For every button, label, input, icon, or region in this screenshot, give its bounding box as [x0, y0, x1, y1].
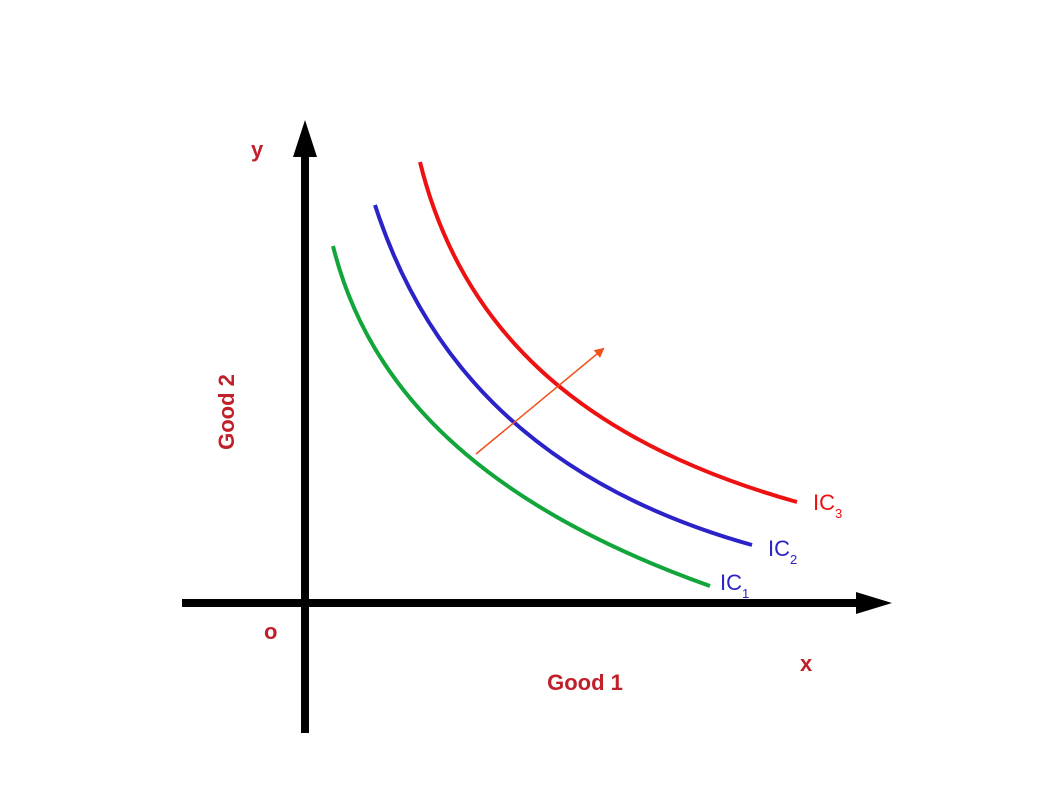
ic1-label: IC1: [720, 570, 749, 601]
ic1-label-prefix: IC: [720, 570, 742, 595]
x-axis-letter: x: [800, 651, 813, 676]
origin-label: o: [264, 619, 277, 644]
ic2-label-prefix: IC: [768, 536, 790, 561]
ic1-curve: [331, 245, 711, 588]
ic2-label-subscript: 2: [790, 552, 797, 567]
ic2-label: IC2: [768, 536, 797, 567]
y-axis-title: Good 2: [214, 374, 239, 450]
indifference-curves: [331, 161, 798, 588]
y-axis-arrowhead: [293, 120, 317, 157]
ic3-label-subscript: 3: [835, 506, 842, 521]
ic3-curve: [418, 161, 798, 504]
y-axis-letter: y: [251, 137, 264, 162]
axes: [182, 120, 892, 733]
x-axis-arrowhead: [856, 592, 892, 614]
increasing-utility-arrow: [475, 347, 605, 455]
ic1-label-subscript: 1: [742, 586, 749, 601]
ic3-label-prefix: IC: [813, 490, 835, 515]
x-axis-title: Good 1: [547, 670, 623, 695]
ic3-label: IC3: [813, 490, 842, 521]
ic2-curve: [373, 204, 753, 547]
